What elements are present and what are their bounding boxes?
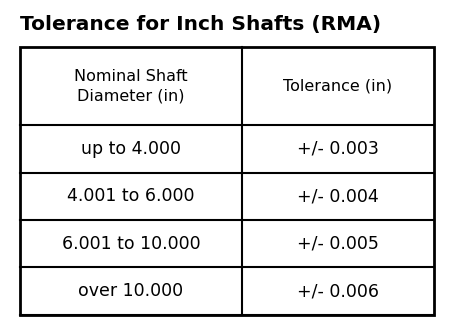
Text: up to 4.000: up to 4.000 [81, 140, 181, 158]
Text: Tolerance (in): Tolerance (in) [284, 78, 392, 93]
Text: +/- 0.006: +/- 0.006 [297, 282, 379, 300]
Bar [20, 47, 434, 315]
Text: +/- 0.005: +/- 0.005 [297, 235, 379, 253]
Text: +/- 0.003: +/- 0.003 [297, 140, 379, 158]
Text: 4.001 to 6.000: 4.001 to 6.000 [67, 187, 195, 205]
Text: over 10.000: over 10.000 [78, 282, 184, 300]
Text: Nominal Shaft
Diameter (in): Nominal Shaft Diameter (in) [74, 68, 188, 103]
Text: Tolerance for Inch Shafts (RMA): Tolerance for Inch Shafts (RMA) [20, 15, 382, 34]
Text: +/- 0.004: +/- 0.004 [297, 187, 379, 205]
Text: 6.001 to 10.000: 6.001 to 10.000 [62, 235, 200, 253]
